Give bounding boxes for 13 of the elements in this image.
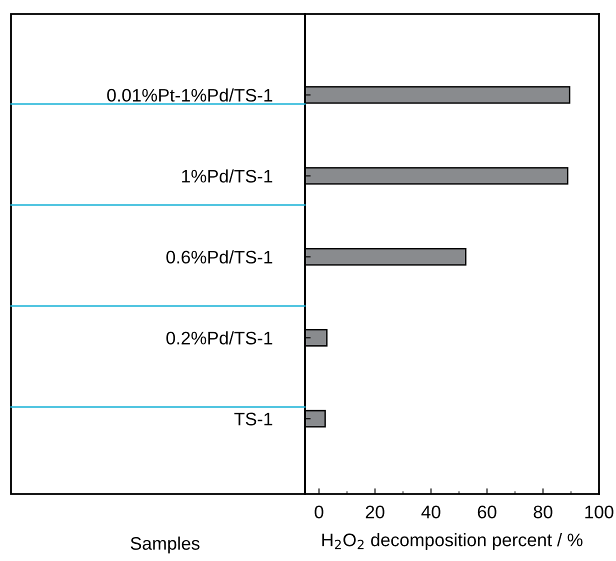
y-tick-label: 0.6%Pd/TS-1 — [166, 250, 272, 264]
y-tick-label: TS-1 — [234, 412, 272, 426]
y-axis-title: Samples — [130, 536, 200, 554]
x-tick-label: 60 — [478, 506, 496, 518]
x-tick-label: 80 — [534, 506, 552, 518]
x-tick-label: 40 — [421, 506, 440, 518]
y-tick-label: 0.01%Pt-1%Pd/TS-1 — [107, 88, 272, 102]
x-axis-title: H$_{2}$O$_{2}$ decomposition percent / % — [322, 533, 582, 550]
x-tick-label: 20 — [366, 506, 384, 518]
x-tick-label: 100 — [585, 506, 614, 518]
y-tick-label: 0.2%Pd/TS-1 — [166, 331, 272, 344]
y-tick-label: 1%Pd/TS-1 — [182, 169, 272, 183]
x-tick-label: 0 — [314, 506, 324, 518]
